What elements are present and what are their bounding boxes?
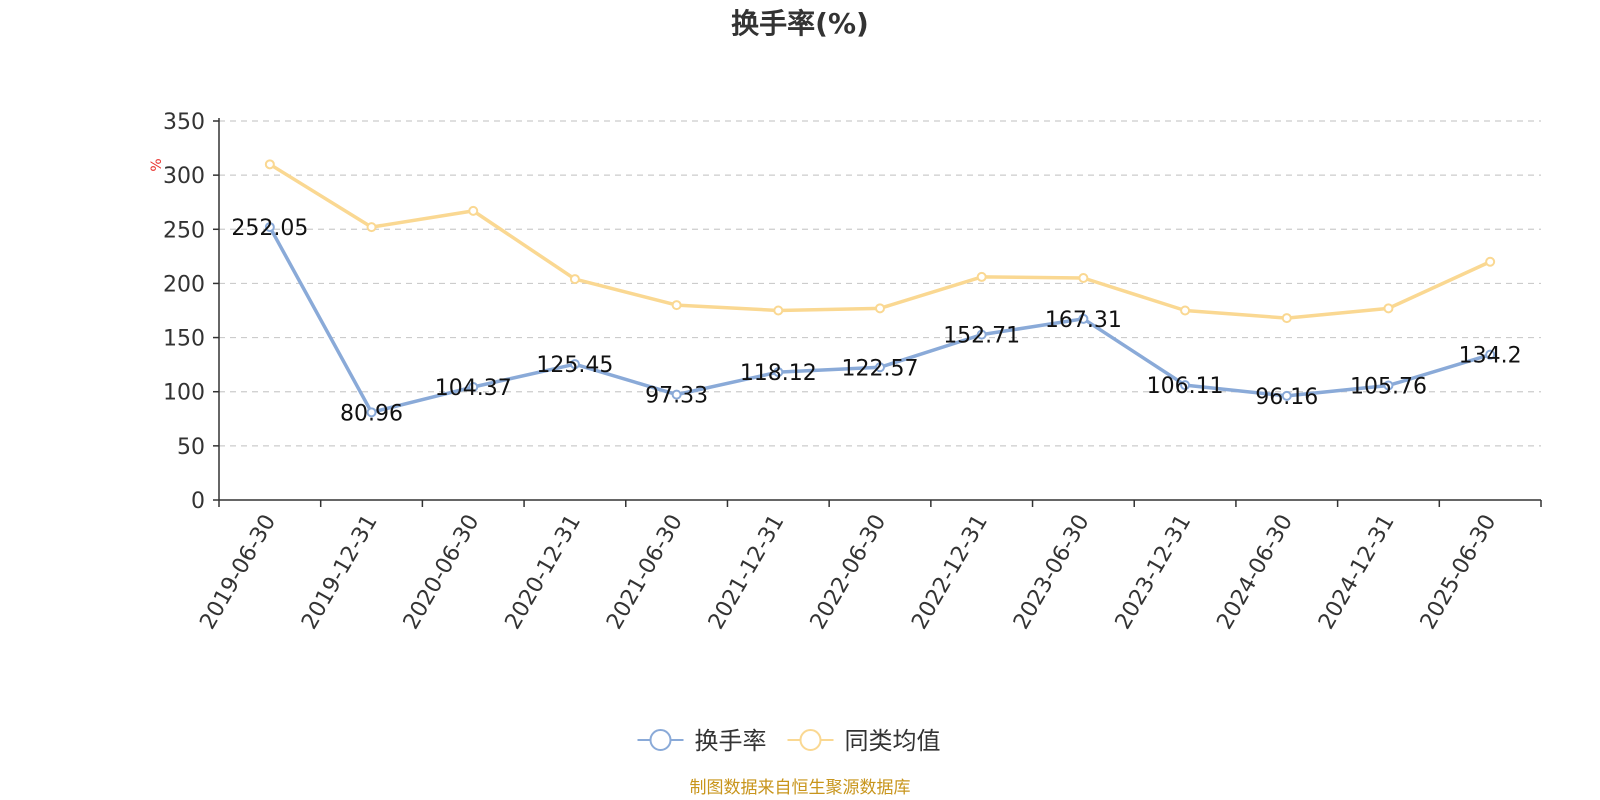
legend-marker-icon [799,729,822,751]
x-tick-label: 2021-12-31 [704,511,790,634]
data-label: 152.71 [943,324,1020,349]
data-point [366,222,377,233]
data-point [773,367,784,378]
data-label: 125.45 [536,353,613,378]
data-point [468,205,479,216]
data-point [1180,305,1191,316]
x-tick-label: 2019-12-31 [297,511,383,634]
data-point [1383,303,1394,314]
data-point [671,389,682,400]
chart-title: 换手率(%) [731,7,869,40]
data-point [1485,256,1496,267]
data-point [1078,273,1089,284]
x-tick-label: 2020-12-31 [501,511,587,634]
y-tick-label: 200 [163,272,205,297]
series-lines [264,159,1496,418]
legend-item[interactable]: 同类均值 [787,727,941,755]
grid-lines [219,120,1541,447]
data-point [569,359,580,370]
legend-label: 换手率 [695,727,767,755]
data-label: 252.05 [231,216,308,241]
data-point [976,271,987,282]
data-label: 104.37 [435,376,512,401]
data-label: 96.16 [1255,385,1318,410]
data-point [773,305,784,316]
data-label: 106.11 [1147,374,1224,399]
y-tick-label: 350 [163,110,205,135]
data-point [1281,390,1292,401]
y-axis-unit-label: % [149,158,165,171]
x-tick-label: 2023-12-31 [1111,511,1197,634]
data-point [264,159,275,170]
x-tick-label: 2021-06-30 [602,511,688,634]
y-tick-label: 100 [163,381,205,406]
y-tick-label: 50 [177,435,205,460]
data-point [976,329,987,340]
x-tick-label: 2025-06-30 [1416,511,1502,634]
data-label: 118.12 [740,361,817,386]
legend-marker-icon [649,729,672,751]
data-point [1078,313,1089,324]
legend[interactable]: 换手率 同类均值 [637,727,941,755]
x-tick-label: 2024-06-30 [1212,511,1298,634]
data-point [468,381,479,392]
legend-item[interactable]: 换手率 [637,727,767,755]
data-point [1281,313,1292,324]
x-tick-label: 2024-12-31 [1314,511,1400,634]
x-tick-label: 2022-12-31 [907,511,993,634]
data-point [264,222,275,233]
y-tick-label: 150 [163,327,205,352]
data-point [671,300,682,311]
x-tick-label: 2020-06-30 [399,511,485,634]
data-point [875,303,885,314]
data-point [1180,380,1191,391]
y-tick-label: 250 [163,218,205,243]
data-label: 134.2 [1459,344,1522,369]
x-tick-label: 2023-06-30 [1009,511,1095,634]
data-label: 122.57 [842,356,919,381]
data-point [569,274,580,285]
x-tick-label: 2019-06-30 [195,511,281,634]
data-labels: 252.05 80.96 104.37 125.45 97.33 118.12 122.57… [231,216,1521,426]
data-label: 167.31 [1045,308,1122,333]
data-point [875,362,885,373]
series-line [268,162,1492,320]
x-tick-label: 2022-06-30 [806,511,892,634]
data-source-note: 制图数据来自恒生聚源数据库 [690,778,911,798]
data-point [366,407,377,418]
data-label: 97.33 [645,384,708,409]
data-point [1485,349,1496,360]
legend-label: 同类均值 [845,727,941,755]
data-label: 105.76 [1350,374,1427,399]
data-point [1383,380,1394,391]
y-tick-label: 0 [191,489,205,514]
data-label: 80.96 [340,401,403,426]
y-tick-label: 300 [163,164,205,189]
